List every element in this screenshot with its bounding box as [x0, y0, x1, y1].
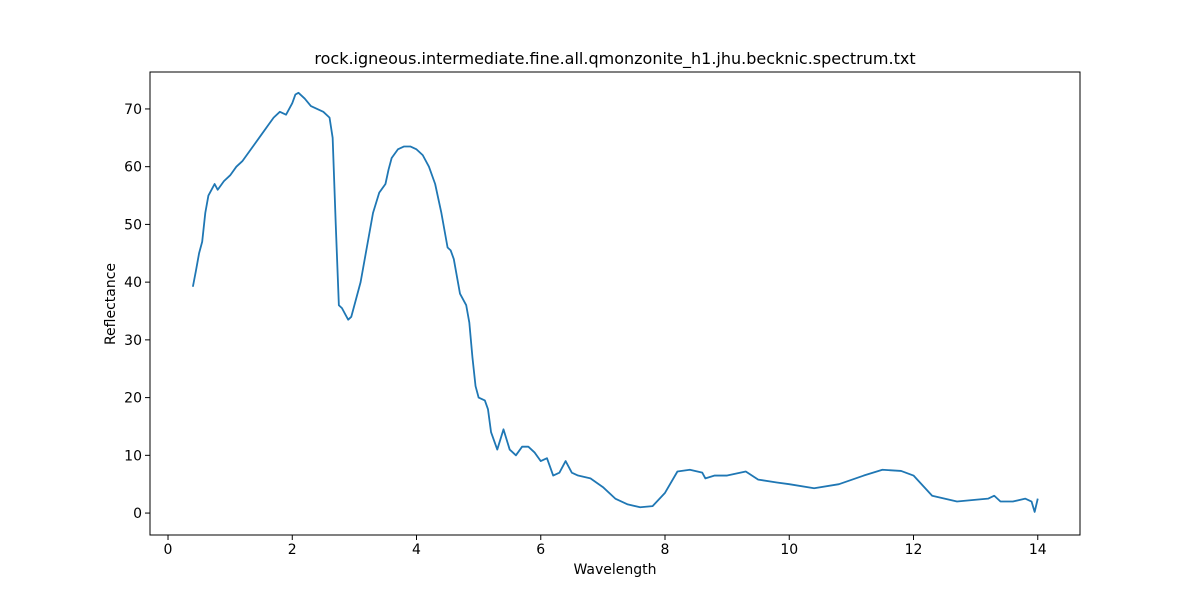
y-tick-label: 60	[124, 160, 142, 176]
data-line	[191, 91, 1039, 513]
y-tick-label: 70	[124, 102, 142, 118]
y-tick-label: 40	[124, 275, 142, 291]
chart-title: rock.igneous.intermediate.fine.all.qmonz…	[314, 49, 915, 69]
x-tick-label: 8	[661, 542, 670, 558]
y-tick-label: 30	[124, 333, 142, 349]
plot-frame	[149, 71, 1081, 536]
y-tick-label: 50	[124, 217, 142, 233]
x-tick-label: 14	[1029, 542, 1047, 558]
x-tick-label: 12	[905, 542, 923, 558]
x-tick-label: 10	[780, 542, 798, 558]
y-tick-label: 10	[124, 448, 142, 464]
x-tick-label: 2	[288, 542, 297, 558]
x-axis-label: Wavelength	[573, 562, 656, 578]
y-tick-label: 20	[124, 391, 142, 407]
x-tick-label: 6	[536, 542, 545, 558]
x-tick-label: 4	[412, 542, 421, 558]
y-axis-label: Reflectance	[103, 263, 119, 345]
x-tick-label: 0	[164, 542, 173, 558]
y-tick-label: 0	[133, 506, 142, 522]
